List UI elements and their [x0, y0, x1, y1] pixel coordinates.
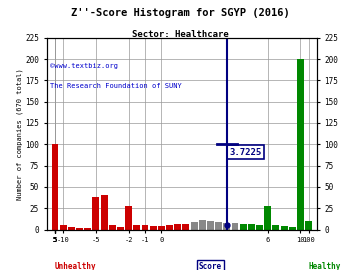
Bar: [100, 195, 108, 230]
Bar: [207, 221, 214, 230]
Bar: [305, 221, 312, 230]
Bar: [264, 206, 271, 230]
Bar: [125, 206, 132, 230]
Bar: [166, 225, 173, 229]
Bar: [273, 225, 279, 229]
Bar: [76, 228, 83, 230]
Bar: [280, 226, 288, 229]
Bar: [141, 225, 148, 229]
Text: Z''-Score Histogram for SGYP (2016): Z''-Score Histogram for SGYP (2016): [71, 8, 289, 18]
Bar: [68, 227, 75, 230]
Bar: [231, 223, 238, 230]
Text: ©www.textbiz.org: ©www.textbiz.org: [50, 63, 117, 69]
Y-axis label: Number of companies (670 total): Number of companies (670 total): [16, 68, 23, 200]
Bar: [289, 227, 296, 230]
Bar: [190, 222, 198, 230]
Bar: [297, 59, 304, 230]
Bar: [240, 224, 247, 229]
Bar: [51, 144, 58, 230]
Bar: [183, 224, 189, 229]
Text: The Research Foundation of SUNY: The Research Foundation of SUNY: [50, 83, 181, 89]
Bar: [133, 225, 140, 229]
Text: Sector: Healthcare: Sector: Healthcare: [132, 30, 228, 39]
Bar: [256, 225, 263, 229]
Bar: [199, 220, 206, 230]
Bar: [117, 227, 124, 230]
Text: Unhealthy: Unhealthy: [55, 262, 96, 270]
Bar: [215, 222, 222, 230]
Bar: [158, 226, 165, 229]
Bar: [109, 225, 116, 229]
Bar: [150, 226, 157, 229]
Text: Healthy: Healthy: [309, 262, 341, 270]
Bar: [84, 228, 91, 230]
Bar: [60, 225, 67, 229]
Text: Score: Score: [199, 262, 222, 270]
Bar: [223, 223, 230, 230]
Bar: [93, 197, 99, 230]
Bar: [248, 224, 255, 229]
Bar: [174, 224, 181, 229]
Text: 3.7225: 3.7225: [229, 147, 261, 157]
